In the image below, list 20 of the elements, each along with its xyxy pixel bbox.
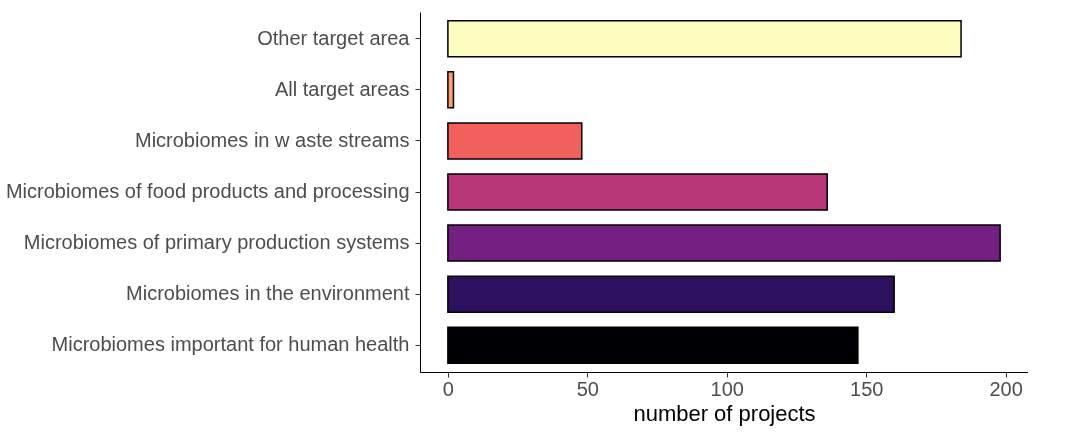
x-tick-label: 50 — [576, 377, 599, 400]
bar — [447, 20, 962, 58]
bar — [447, 173, 828, 211]
x-tick-label: 0 — [442, 377, 454, 400]
y-tick-label: Microbiomes in the environment — [126, 282, 410, 305]
x-axis-title: number of projects — [633, 400, 816, 426]
y-tick-label: Other target area — [257, 26, 411, 49]
bar — [447, 275, 895, 313]
y-tick-label: Microbiomes of food products and processing — [5, 180, 410, 202]
y-tick-label: Microbiomes in w aste streams — [134, 128, 410, 151]
y-tick-label: Microbiomes important for human health — [51, 333, 410, 356]
bar — [447, 71, 455, 109]
bar — [447, 122, 583, 160]
x-tick-label: 100 — [710, 377, 744, 400]
y-tick-label: Microbiomes of primary production systems — [23, 231, 410, 254]
y-tick-label: All target areas — [274, 77, 410, 100]
bar — [447, 326, 859, 364]
x-tick-label: 200 — [989, 377, 1023, 400]
bar — [447, 224, 1001, 262]
x-tick-label: 150 — [850, 377, 884, 400]
